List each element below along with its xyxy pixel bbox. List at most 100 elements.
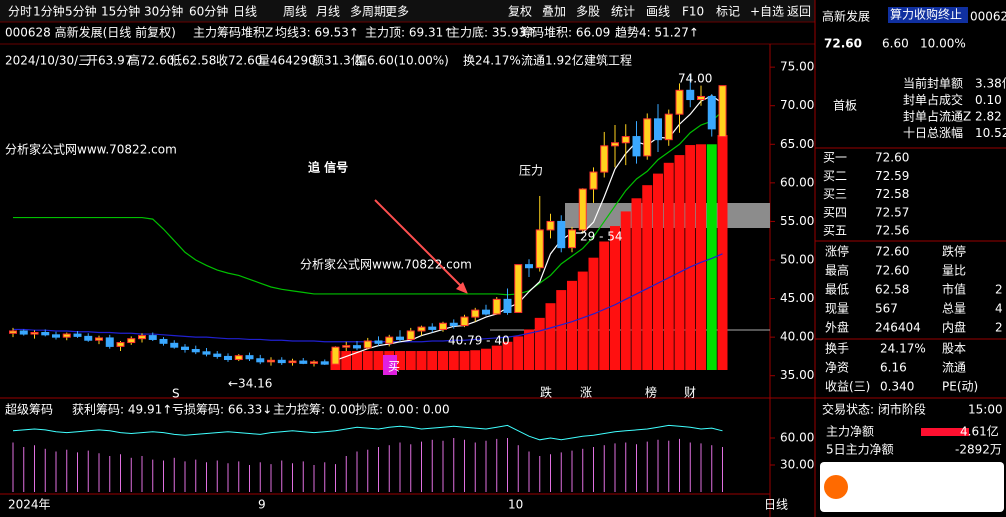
stack-bar	[663, 162, 674, 370]
tab[interactable]: 月线	[316, 5, 340, 19]
candle-body	[675, 89, 684, 115]
tab[interactable]: 周线	[283, 5, 307, 19]
stat: 最低	[825, 283, 849, 297]
stat: 量比	[942, 264, 966, 278]
stack-bar	[567, 280, 577, 370]
tab[interactable]: 30分钟	[144, 4, 183, 19]
change: 6.60	[882, 37, 909, 51]
info-item: 000628 高新发展(日线 前复权)	[5, 25, 176, 40]
candle-body	[353, 345, 361, 349]
tab[interactable]: 更多	[385, 5, 409, 19]
annotation: S	[172, 387, 180, 401]
watermark: 分析家公式网www.70822.com	[300, 257, 472, 272]
banner-bg	[888, 7, 968, 23]
candle-body	[439, 322, 447, 330]
candle-body	[138, 335, 146, 340]
indicator-label: : 0.00	[415, 403, 450, 417]
annotation: 追 信号	[308, 160, 348, 175]
arrow-head	[456, 282, 468, 294]
arrow	[374, 199, 466, 291]
candle-body	[503, 298, 512, 313]
tag: 首板	[833, 99, 857, 113]
tab[interactable]: 1分钟	[33, 4, 65, 19]
annotation: 29 - 54	[580, 230, 623, 244]
stack-bar	[717, 135, 728, 370]
button[interactable]: 统计	[611, 5, 635, 19]
tab[interactable]: 日线	[233, 5, 257, 19]
tab[interactable]: 分时	[8, 5, 32, 19]
candle-body	[30, 332, 39, 335]
ohlc-item: 高72.60	[128, 53, 174, 68]
button[interactable]: 多股	[576, 5, 600, 19]
ohlc-item: 收72.60	[216, 54, 262, 68]
y-tick-label: 60.00	[780, 431, 814, 445]
button[interactable]: 画线	[646, 5, 670, 19]
candle-body	[535, 229, 544, 269]
banner: 算力收购终止	[890, 7, 962, 22]
candle-body	[181, 346, 189, 350]
stack-bar	[620, 211, 631, 370]
stack-bar	[341, 351, 352, 370]
stack-bar	[491, 345, 502, 370]
stack-bar	[653, 173, 663, 370]
candle-body	[428, 326, 437, 330]
seal-value: 10.52	[975, 126, 1006, 140]
y-tick-label: 60.00	[780, 175, 814, 189]
info-item: 主力筹码堆积Z	[193, 26, 273, 40]
candle-body	[170, 342, 179, 348]
ohlc-item: 额31.3亿	[312, 53, 363, 68]
button[interactable]: +自选	[750, 5, 784, 19]
book-price: 72.59	[875, 169, 909, 183]
stack-bar	[395, 351, 405, 370]
buy-box	[383, 355, 397, 375]
y-tick-label: 75.00	[780, 60, 814, 74]
ohlc-item: 幅6.60(10.00%)	[355, 53, 449, 68]
stat: 最高	[825, 263, 849, 278]
candle-body	[288, 360, 297, 364]
tab[interactable]: 多周期	[350, 5, 386, 19]
book-label: 买五	[823, 224, 847, 238]
stat: 总量	[942, 302, 966, 316]
stack-bar	[556, 290, 567, 370]
tab[interactable]: 5分钟	[65, 4, 97, 19]
candle-body	[697, 95, 705, 101]
tab[interactable]: 60分钟	[189, 4, 228, 19]
candle-body	[525, 264, 533, 269]
logo-bg	[820, 462, 1004, 512]
stat: 0.340	[880, 380, 914, 394]
stack-bar	[481, 348, 491, 370]
x-tick-label: 日线	[764, 498, 788, 512]
net-bar	[921, 428, 969, 436]
candle-body	[213, 353, 222, 357]
tab[interactable]: 15分钟	[101, 4, 140, 19]
stat: 4	[995, 302, 1003, 316]
button[interactable]: F10	[682, 5, 704, 19]
y-tick-label: 55.00	[780, 214, 814, 228]
button[interactable]: 叠加	[542, 5, 566, 19]
seal-label: 封单占流通Z	[903, 109, 971, 124]
stack-bar	[427, 351, 438, 370]
indicator-label: 主力控筹: 0.00	[273, 403, 356, 417]
candle-body	[234, 355, 243, 361]
candle-body	[621, 136, 630, 144]
button[interactable]: 复权	[508, 5, 532, 19]
y-tick-label: 70.00	[780, 98, 814, 112]
button[interactable]: 标记	[716, 5, 740, 19]
seal-label: 封单占成交	[903, 92, 963, 107]
ohlc-item: 建筑工程	[584, 53, 632, 68]
candle-body	[310, 361, 318, 364]
x-tick-label: 2024年	[8, 498, 51, 512]
net-label: 主力净额	[826, 425, 874, 439]
button[interactable]: 返回	[787, 5, 811, 19]
stat: 2	[995, 283, 1003, 297]
candle-body	[600, 145, 609, 173]
candle-body	[116, 342, 125, 347]
pct: 10.00%	[920, 37, 966, 51]
stack-bar	[502, 341, 513, 370]
candle-body	[73, 333, 82, 337]
indicator-line	[12, 424, 723, 441]
annotation: 74.00	[678, 72, 712, 86]
book-price: 72.56	[875, 224, 909, 238]
candle-body	[41, 332, 50, 336]
